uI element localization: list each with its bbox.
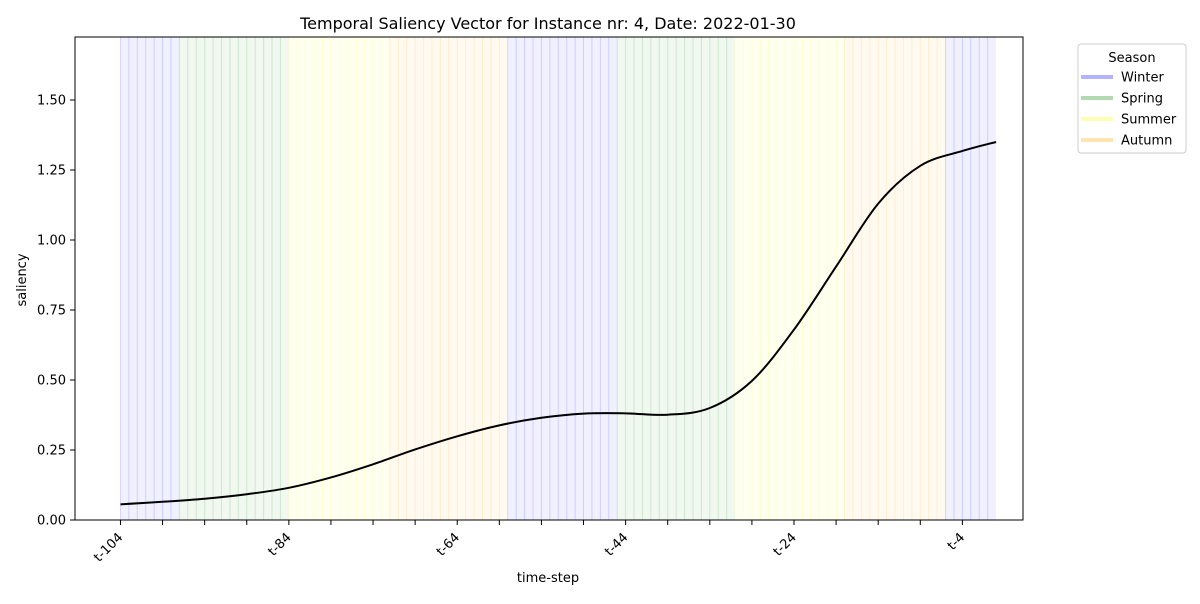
saliency-line bbox=[120, 141, 997, 506]
season-band-summer bbox=[735, 37, 845, 520]
y-tick-label: 1.00 bbox=[37, 234, 66, 249]
x-tick-label: t-4 bbox=[945, 530, 968, 553]
y-tick-label: 1.50 bbox=[37, 94, 66, 109]
plot-frame bbox=[74, 36, 1024, 521]
x-tick-label: t-64 bbox=[434, 530, 463, 559]
season-stripes bbox=[119, 37, 989, 520]
y-tick-label: 0.50 bbox=[37, 374, 66, 389]
season-legend: Season Winter Spring Summer Autumn bbox=[1077, 43, 1187, 154]
y-axis: 0.00 0.25 0.50 0.75 1.00 1.25 1.50 bbox=[37, 94, 75, 529]
season-band-summer bbox=[288, 37, 390, 520]
legend-box bbox=[1077, 43, 1187, 154]
season-band-winter bbox=[120, 37, 180, 520]
y-tick-label: 0.00 bbox=[37, 514, 66, 529]
x-tick-label: t-84 bbox=[265, 530, 294, 559]
legend-label-winter: Winter bbox=[1121, 71, 1165, 86]
season-band-winter bbox=[507, 37, 618, 520]
season-band-spring bbox=[179, 37, 289, 520]
season-bands bbox=[120, 37, 997, 520]
season-band-spring bbox=[617, 37, 736, 520]
y-tick-label: 1.25 bbox=[37, 164, 66, 179]
y-tick-label: 0.75 bbox=[37, 304, 66, 319]
x-tick-label: t-24 bbox=[771, 530, 800, 559]
legend-title: Season bbox=[1108, 51, 1155, 66]
x-tick-label: t-104 bbox=[91, 530, 126, 565]
y-axis-label: saliency bbox=[15, 253, 30, 306]
x-axis-label: time-step bbox=[517, 571, 579, 586]
legend-label-summer: Summer bbox=[1121, 113, 1177, 128]
legend-label-autumn: Autumn bbox=[1121, 134, 1172, 149]
season-band-autumn bbox=[844, 37, 946, 520]
y-tick-label: 0.25 bbox=[37, 444, 66, 459]
x-tick-label: t-44 bbox=[602, 530, 631, 559]
chart-title: Temporal Saliency Vector for Instance nr… bbox=[299, 14, 796, 33]
season-band-winter bbox=[945, 37, 997, 520]
legend-label-spring: Spring bbox=[1121, 92, 1163, 107]
x-axis: t-104 t-84 t-64 t-44 t-24 t-4 bbox=[91, 520, 968, 565]
